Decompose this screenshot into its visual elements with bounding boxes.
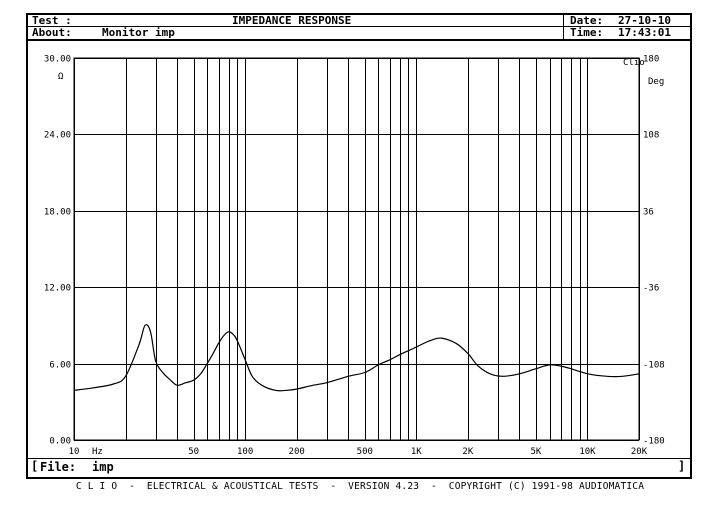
x-tick-label: 10K <box>579 447 596 457</box>
plot-grid <box>74 58 640 441</box>
x-tick-label: 1K <box>411 447 422 457</box>
y-tick-label: 6.00 <box>49 361 71 371</box>
date-label: Date: <box>570 14 604 27</box>
file-value: imp <box>92 460 114 474</box>
x-tick-label: 100 <box>237 447 253 457</box>
y-axis-label: Ω <box>58 72 64 82</box>
x-tick-label: 50 <box>188 447 199 457</box>
header-divider <box>28 26 690 27</box>
y-tick-label: 12.00 <box>44 284 71 294</box>
y2-axis-label: Deg <box>648 77 664 87</box>
x-tick-label: 500 <box>357 447 373 457</box>
x-tick-label: 5K <box>531 447 542 457</box>
y2-tick-label: 108 <box>643 131 659 141</box>
y-tick-label: 30.00 <box>44 55 71 65</box>
x-axis-label: Hz <box>92 447 103 457</box>
y2-tick-label: -180 <box>643 437 665 447</box>
x-tick-label: 10 <box>69 447 80 457</box>
header-separator <box>563 14 564 40</box>
x-tick-label: 20K <box>631 447 648 457</box>
y2-tick-label: 36 <box>643 208 654 218</box>
file-label: File: <box>40 460 77 474</box>
footer-text: C L I O - ELECTRICAL & ACOUSTICAL TESTS … <box>75 481 645 492</box>
test-label: Test : <box>32 14 72 27</box>
plot-border <box>73 57 640 441</box>
time-value: 17:43:01 <box>618 26 671 39</box>
date-value: 27-10-10 <box>618 14 671 27</box>
file-divider <box>28 458 690 459</box>
impedance-curve <box>73 324 640 392</box>
plot-ticks: 0.00 -180 6.00 -108 12.00 -36 18.00 36 24.00 108 3… <box>44 55 665 458</box>
y-tick-label: 0.00 <box>49 437 71 447</box>
time-label: Time: <box>570 26 604 39</box>
about-value: Monitor imp <box>102 26 175 39</box>
file-bracket-open: [ <box>31 459 39 473</box>
y2-tick-label: 180 <box>643 55 659 65</box>
curve-label: Clio <box>623 58 645 68</box>
header-bottom-border <box>28 39 690 41</box>
y-tick-label: 24.00 <box>44 131 71 141</box>
about-label: About: <box>32 26 72 39</box>
x-tick-label: 2K <box>462 447 473 457</box>
y2-tick-label: -36 <box>643 284 659 294</box>
chart-title: IMPEDANCE RESPONSE <box>232 14 352 27</box>
y-tick-label: 18.00 <box>44 208 71 218</box>
y2-tick-label: -108 <box>643 361 665 371</box>
x-tick-label: 200 <box>289 447 305 457</box>
chart-frame <box>26 13 692 479</box>
file-bracket-close: ] <box>678 459 686 473</box>
